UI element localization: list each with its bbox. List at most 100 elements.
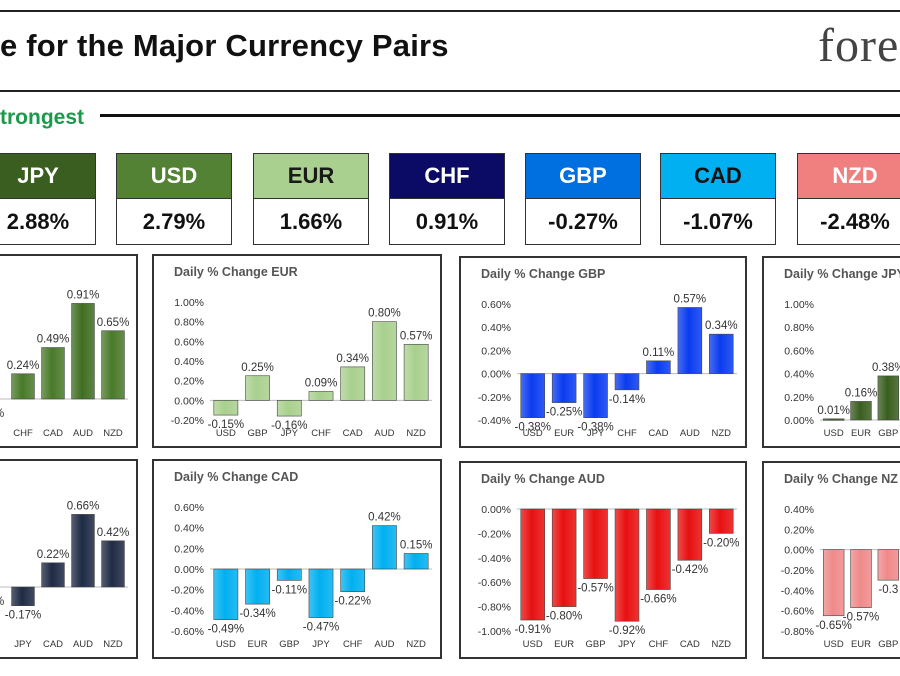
chart-svg: Daily % Change JPY 1.00% 0.80% 0.60% 0.40% 0.… xyxy=(784,267,900,439)
y-tick-label: -0.20% xyxy=(478,528,511,540)
x-tick-label: NZD xyxy=(406,428,426,439)
x-tick-label: CAD xyxy=(680,639,700,650)
bar xyxy=(71,514,95,588)
x-tick-label: CAD xyxy=(343,428,363,439)
y-tick-label: -0.20% xyxy=(781,565,814,577)
bar xyxy=(520,508,545,621)
bar xyxy=(101,330,125,400)
x-tick-label: CAD xyxy=(43,428,63,439)
y-tick-label: 0.20% xyxy=(784,524,814,536)
y-tick-label: 0.40% xyxy=(784,369,814,381)
y-tick-label: -0.60% xyxy=(781,606,814,618)
chart-panel-nzd: Daily % Change NZ 0.40% 0.20% 0.00% -0.20% -0… xyxy=(762,461,900,659)
ranking-currency: NZD xyxy=(798,154,900,199)
data-label: 0.57% xyxy=(400,330,433,342)
x-tick-label: USD xyxy=(523,639,543,650)
data-label: 0.01% xyxy=(817,405,850,417)
ranking-change: 2.79% xyxy=(142,209,206,234)
data-label: -0.91% xyxy=(514,624,550,636)
x-tick-label: JPY xyxy=(312,639,330,650)
bar xyxy=(213,400,239,416)
data-label: -0.57% xyxy=(843,612,879,624)
data-label: 0.15% xyxy=(400,540,433,552)
bar xyxy=(71,303,95,400)
ranking-box-jpy: JPY 2.88% xyxy=(0,153,96,245)
x-tick-label: GBP xyxy=(586,639,606,650)
strongest-label: trongest xyxy=(0,106,84,129)
bar xyxy=(822,418,845,421)
chart-svg: -0.17% JPY 0.22% CAD 0.66% AUD 0.42% NZD% xyxy=(0,500,130,650)
y-tick-label: 0.60% xyxy=(784,345,814,357)
bar xyxy=(520,373,545,418)
bar xyxy=(245,568,270,605)
chart-panel-usd-pairs: -0.17% JPY 0.22% CAD 0.66% AUD 0.42% NZD% xyxy=(0,459,138,659)
data-label: 0.42% xyxy=(97,527,130,539)
y-tick-label: 0.40% xyxy=(481,322,511,334)
y-tick-label: 0.00% xyxy=(481,504,511,516)
data-label: 0.34% xyxy=(336,353,369,365)
y-tick-label: 0.80% xyxy=(784,322,814,334)
bar xyxy=(41,562,65,588)
x-tick-label: CAD xyxy=(648,428,668,439)
bar xyxy=(276,568,302,581)
data-label: -0.42% xyxy=(672,564,708,576)
page-title: e for the Major Currency Pairs xyxy=(0,28,449,63)
ranking-currency: CHF xyxy=(390,154,504,199)
data-label: -0.49% xyxy=(208,624,244,636)
x-tick-label: CHF xyxy=(13,428,33,439)
ranking-box-cad: CAD -1.07% xyxy=(660,153,776,245)
x-tick-label: NZD xyxy=(712,428,732,439)
data-label: -0.66% xyxy=(640,594,676,606)
x-tick-label: JPY xyxy=(587,428,605,439)
data-label: -0.47% xyxy=(303,622,339,634)
bar xyxy=(551,373,577,403)
ranking-change: 1.66% xyxy=(279,209,343,234)
y-tick-label: -0.20% xyxy=(171,415,204,427)
y-tick-label: 0.80% xyxy=(174,317,204,329)
bar xyxy=(245,375,270,401)
chart-title: Daily % Change JPY xyxy=(784,267,900,281)
ranking-change: -2.48% xyxy=(820,209,890,234)
x-tick-label: AUD xyxy=(73,428,93,439)
chart-panel-aud: Daily % Change AUD 0.00% -0.20% -0.40% -0.60… xyxy=(459,461,747,659)
ranking-currency: GBP xyxy=(526,154,640,199)
chart-svg: Daily % Change GBP 0.60% 0.40% 0.20% 0.00% -0… xyxy=(478,267,738,439)
bar xyxy=(11,373,35,400)
bar xyxy=(709,508,734,534)
bar xyxy=(213,568,239,620)
bar xyxy=(677,307,703,374)
data-label: 0.80% xyxy=(368,308,401,320)
data-label: -0.3 xyxy=(878,584,898,596)
chart-panel-jpy: Daily % Change JPY 1.00% 0.80% 0.60% 0.40% 0.… xyxy=(762,256,900,448)
chart-svg: Daily % Change NZ 0.40% 0.20% 0.00% -0.20% -0… xyxy=(781,472,900,650)
data-label: -0.22% xyxy=(334,596,370,608)
bar xyxy=(877,375,900,421)
chart-panel-eur: Daily % Change EUR 1.00% 0.80% 0.60% 0.40% 0.… xyxy=(152,254,442,448)
data-label: 0.22% xyxy=(37,549,70,561)
chart-title: Daily % Change EUR xyxy=(174,265,298,279)
bar xyxy=(41,347,65,400)
data-label: -0.11% xyxy=(271,584,307,596)
bar xyxy=(276,400,302,417)
x-tick-label: EUR xyxy=(851,639,871,650)
x-tick-label: EUR xyxy=(554,639,574,650)
x-tick-label: EUR xyxy=(248,639,268,650)
bar xyxy=(340,568,366,593)
x-tick-label: CHF xyxy=(649,639,669,650)
x-tick-label: EUR xyxy=(851,428,871,439)
data-label: 0.09% xyxy=(305,377,338,389)
data-label: 0.66% xyxy=(67,500,100,512)
ranking-change: -0.27% xyxy=(548,209,618,234)
ranking-change: 0.91% xyxy=(415,209,479,234)
x-tick-label: NZD xyxy=(406,639,426,650)
bar xyxy=(583,373,608,418)
data-label: 0.42% xyxy=(368,512,401,524)
bar xyxy=(709,333,734,374)
y-tick-label: -0.20% xyxy=(171,585,204,597)
bar xyxy=(551,508,577,607)
chart-panel-gbp: Daily % Change GBP 0.60% 0.40% 0.20% 0.00% -0… xyxy=(459,256,747,448)
data-label: 0.16% xyxy=(845,387,878,399)
x-tick-label: JPY xyxy=(14,639,32,650)
data-label: 0.24% xyxy=(7,360,40,372)
chart-panel-jpy-pairs: 0.24% CHF 0.49% CAD 0.91% AUD 0.65% NZD% xyxy=(0,254,138,448)
